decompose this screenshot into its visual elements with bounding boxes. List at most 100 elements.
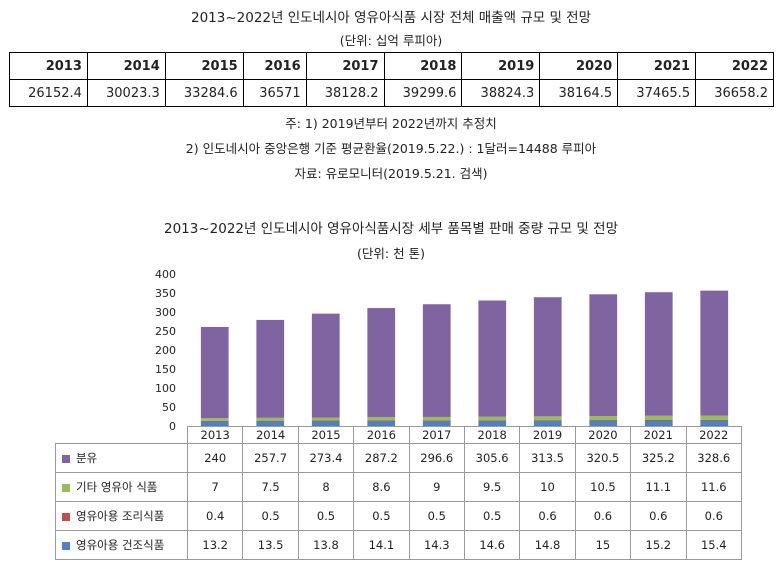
chart-title: 2013~2022년 인도네시아 영유아식품시장 세부 품목별 판매 중량 규모… xyxy=(164,221,618,237)
sales-table: 2013 2014 2015 2016 2017 2018 2019 2020 2021 2022… xyxy=(9,52,774,107)
bar-segment xyxy=(700,419,729,421)
bar-segment xyxy=(367,308,396,418)
data-label: 14.1 xyxy=(353,530,410,560)
data-label: 9 xyxy=(408,472,465,502)
data-label: 0.5 xyxy=(408,501,465,531)
data-label: 0.5 xyxy=(242,501,299,531)
data-label: 240 xyxy=(186,443,244,473)
sales-year-cell: 2021 xyxy=(617,52,697,80)
bar-segment xyxy=(311,313,340,418)
sales-years-row: 2013 2014 2015 2016 2017 2018 2019 2020 2021 2022 xyxy=(9,52,774,80)
bar-segment xyxy=(478,416,507,421)
bar-segment xyxy=(533,297,562,417)
data-label: 8 xyxy=(297,472,355,502)
x-tick-label: 2014 xyxy=(242,427,299,444)
y-tick-label: 250 xyxy=(155,325,176,338)
data-label: 0.5 xyxy=(297,501,355,531)
sales-value-cell: 38164.5 xyxy=(539,79,619,107)
data-label: 325.2 xyxy=(630,443,687,473)
data-label: 11.1 xyxy=(630,472,687,502)
legend-entry: 영유아용 건조식품 xyxy=(55,530,188,560)
sales-value-cell: 26152.4 xyxy=(9,79,88,107)
data-label: 7 xyxy=(186,472,244,502)
series-row: 기타 영유아 식품 7 7.5 8 8.6 9 9.5 10 10.5 11.1 11.6 xyxy=(55,472,743,502)
bar-segment xyxy=(422,304,451,417)
bar-segment xyxy=(644,419,673,421)
sales-value-cell: 38824.3 xyxy=(461,79,541,107)
data-label: 313.5 xyxy=(519,443,576,473)
data-label: 328.6 xyxy=(685,443,743,473)
legend-swatch xyxy=(62,454,70,463)
bar-segment xyxy=(478,420,507,426)
y-tick-label: 300 xyxy=(155,306,176,319)
x-tick-label: 2018 xyxy=(463,427,521,444)
bar-segment xyxy=(644,292,673,416)
legend-label: 영유아용 건조식품 xyxy=(76,538,165,552)
data-label: 8.6 xyxy=(353,472,410,502)
x-tick-label: 2016 xyxy=(353,427,410,444)
bar-segment xyxy=(256,420,285,422)
bar-segment xyxy=(311,417,340,421)
bar-segment xyxy=(644,415,673,420)
bar-segment xyxy=(533,420,562,421)
y-tick-label: 150 xyxy=(155,363,176,376)
y-tick-label: 100 xyxy=(155,382,176,395)
x-tick-label: 2017 xyxy=(408,427,465,444)
legend-label: 영유아용 조리식품 xyxy=(76,509,165,523)
data-label: 320.5 xyxy=(574,443,632,473)
data-label: 0.5 xyxy=(353,501,410,531)
data-label: 0.4 xyxy=(186,501,244,531)
data-label: 14.3 xyxy=(408,530,465,560)
bar-segment xyxy=(478,420,507,421)
legend-entry: 분유 xyxy=(55,443,188,473)
data-label: 257.7 xyxy=(242,443,299,473)
bar-segment xyxy=(589,420,618,421)
sales-year-cell: 2015 xyxy=(164,52,244,80)
data-label: 10.5 xyxy=(574,472,632,502)
chart-data-table: 2013 2014 2015 2016 2017 2018 2019 2020 2021 2022… xyxy=(55,427,743,560)
sales-value-cell: 39299.6 xyxy=(383,79,463,107)
data-label: 0.6 xyxy=(630,501,687,531)
bar-segment xyxy=(422,416,451,421)
x-tick-label: 2015 xyxy=(297,427,355,444)
x-tick-label: 2020 xyxy=(574,427,632,444)
y-tick-label: 350 xyxy=(155,287,176,300)
bar-segment xyxy=(256,420,285,426)
sales-year-cell: 2018 xyxy=(383,52,463,80)
x-tick-label: 2022 xyxy=(685,427,743,444)
x-tick-label: 2021 xyxy=(630,427,687,444)
bar-segment xyxy=(200,326,229,419)
legend-label: 분유 xyxy=(76,451,98,465)
x-tick-label: 2013 xyxy=(186,427,244,444)
series-row: 영유아용 건조식품 13.2 13.5 13.8 14.1 14.3 14.6 14.8 15 1… xyxy=(55,530,743,560)
bar-segment xyxy=(311,420,340,422)
data-label: 11.6 xyxy=(685,472,743,502)
bar-segment xyxy=(700,415,729,420)
y-tick-label: 400 xyxy=(155,268,176,281)
note-estimate: 주: 1) 2019년부터 2022년까지 추정치 xyxy=(285,116,497,131)
data-label: 7.5 xyxy=(242,472,299,502)
sales-table-title: 2013~2022년 인도네시아 영유아식품 시장 전체 매출액 규모 및 전망 xyxy=(190,10,591,26)
data-label: 9.5 xyxy=(463,472,521,502)
sales-year-cell: 2022 xyxy=(695,52,774,80)
bar-segment xyxy=(533,420,562,426)
chart-unit: (단위: 천 톤) xyxy=(357,246,425,261)
bar-segment xyxy=(200,418,229,421)
data-label: 0.6 xyxy=(574,501,632,531)
sales-value-cell: 37465.5 xyxy=(617,79,697,107)
bar-segment xyxy=(478,300,507,417)
data-label: 0.5 xyxy=(463,501,521,531)
sales-value-cell: 36658.2 xyxy=(695,79,774,107)
legend-swatch xyxy=(62,483,70,492)
sales-year-cell: 2020 xyxy=(539,52,619,80)
legend-entry: 영유아용 조리식품 xyxy=(55,501,188,531)
sales-year-cell: 2016 xyxy=(242,52,307,80)
sales-values-row: 26152.4 30023.3 33284.6 36571 38128.2 39299.6… xyxy=(9,79,774,107)
sales-year-cell: 2017 xyxy=(305,52,385,80)
sales-value-cell: 36571 xyxy=(242,79,307,107)
bar-segment xyxy=(367,420,396,426)
data-label: 15 xyxy=(574,530,632,560)
x-tick-label: 2019 xyxy=(519,427,576,444)
data-label: 13.2 xyxy=(186,530,244,560)
table-corner xyxy=(56,427,188,444)
